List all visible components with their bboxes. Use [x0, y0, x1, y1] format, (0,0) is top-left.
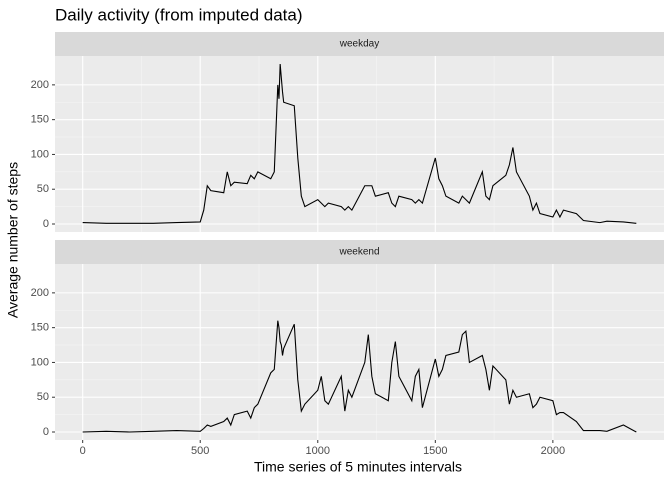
y-axis-title: Average number of steps — [5, 162, 21, 318]
chart-title: Daily activity (from imputed data) — [55, 5, 303, 24]
x-tick-label: 500 — [191, 445, 209, 457]
strip — [55, 240, 664, 264]
y-tick-label: 50 — [37, 391, 49, 403]
y-tick-label: 150 — [31, 114, 49, 126]
y-tick-label: 150 — [31, 322, 49, 334]
strip — [55, 32, 664, 56]
data-line — [82, 63, 637, 224]
panel — [55, 264, 664, 440]
x-tick-label: 1500 — [423, 445, 447, 457]
y-tick-label: 0 — [43, 218, 49, 230]
y-tick-label: 100 — [31, 356, 49, 368]
y-tick-label: 50 — [37, 183, 49, 195]
x-tick-label: 1000 — [306, 445, 330, 457]
panel — [55, 56, 664, 232]
data-line — [82, 320, 637, 433]
y-tick-label: 0 — [43, 426, 49, 438]
x-tick-label: 2000 — [541, 445, 565, 457]
strip-label: weekend — [338, 247, 379, 258]
y-tick-label: 200 — [31, 79, 49, 91]
y-tick-label: 100 — [31, 148, 49, 160]
x-axis-title: Time series of 5 minutes intervals — [254, 459, 462, 475]
y-tick-label: 200 — [31, 287, 49, 299]
x-tick-label: 0 — [80, 445, 86, 457]
strip-label: weekday — [339, 39, 379, 50]
